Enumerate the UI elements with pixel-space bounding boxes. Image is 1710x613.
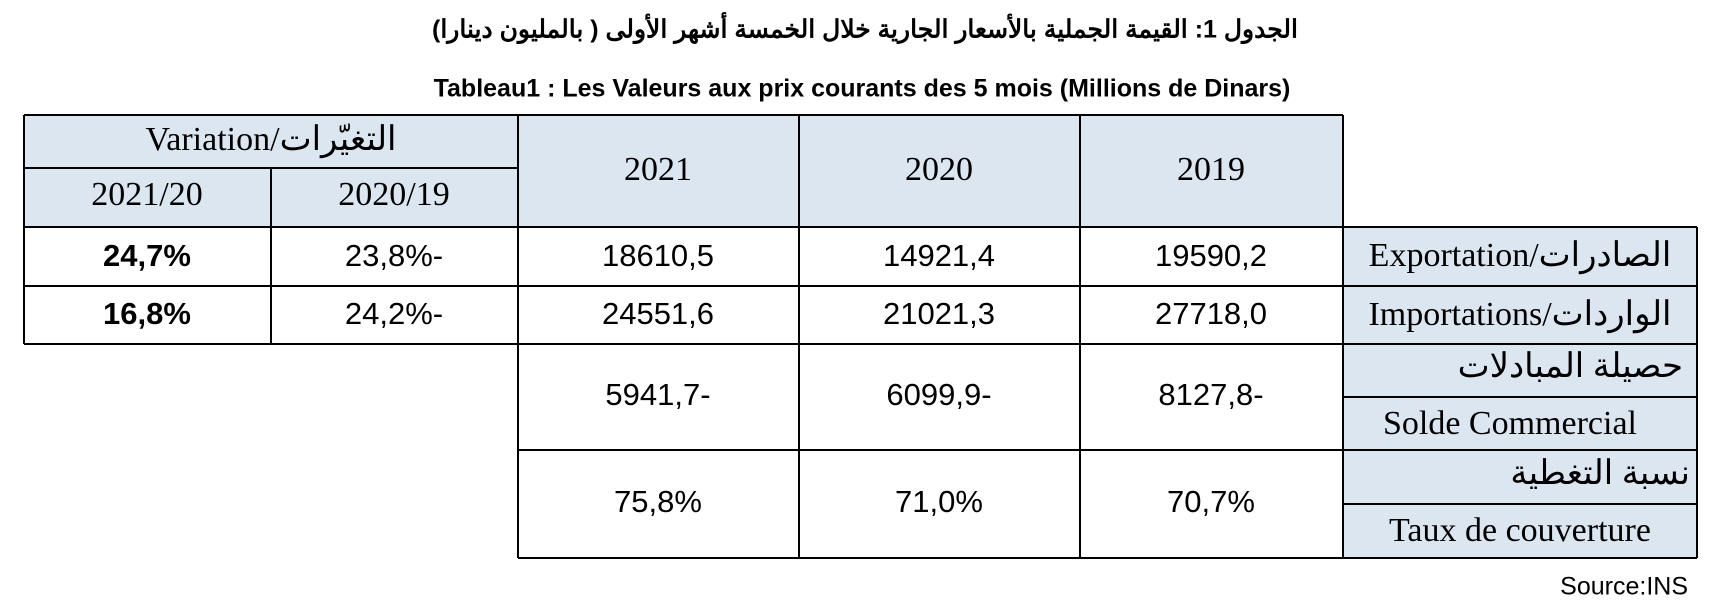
- cell-value: 18610,5: [602, 238, 714, 273]
- row-label-fr: Solde Commercial: [1383, 405, 1637, 442]
- source: Source:INS: [1560, 573, 1688, 601]
- year-header: 2021: [624, 151, 692, 188]
- title-ar: الجدول 1: القيمة الجملية بالأسعار الجاري…: [432, 11, 1298, 45]
- row-label-fr: Taux de couverture: [1389, 512, 1651, 549]
- cell-value: 71,0%: [895, 484, 983, 519]
- variation-header: Variation/التغيّرات: [145, 121, 396, 159]
- year-header: 2019: [1177, 151, 1245, 188]
- cell-variation: 16,8%: [103, 296, 191, 331]
- cell-variation: 24,2%-: [345, 296, 443, 331]
- cell-value: 5941,7-: [605, 377, 710, 412]
- cell-value: 8127,8-: [1158, 377, 1263, 412]
- variation-period: 2020/19: [338, 176, 449, 213]
- title-fr: Tableau1 : Les Valeurs aux prix courants…: [434, 75, 1291, 103]
- cell-variation: 24,7%: [103, 238, 191, 273]
- variation-period: 2021/20: [91, 176, 202, 213]
- cell-value: 21021,3: [883, 296, 995, 331]
- row-label: Exportation/الصادرات: [1369, 237, 1672, 275]
- cell-value: 24551,6: [602, 296, 714, 331]
- cell-value: 19590,2: [1155, 238, 1267, 273]
- cell-value: 75,8%: [614, 484, 702, 519]
- row-label-ar: نسبة التغطية: [1510, 455, 1690, 492]
- cell-value: 6099,9-: [886, 377, 991, 412]
- cell-value: 14921,4: [883, 238, 995, 273]
- table-background: [24, 115, 1697, 558]
- row-label-ar: حصيلة المبادلات: [1458, 348, 1683, 385]
- cell-variation: 23,8%-: [345, 238, 443, 273]
- cell-value: 27718,0: [1155, 296, 1267, 331]
- cell-value: 70,7%: [1167, 484, 1255, 519]
- table-grid: [23, 114, 1698, 559]
- row-label: Importations/الواردات: [1368, 296, 1671, 334]
- year-header: 2020: [905, 151, 973, 188]
